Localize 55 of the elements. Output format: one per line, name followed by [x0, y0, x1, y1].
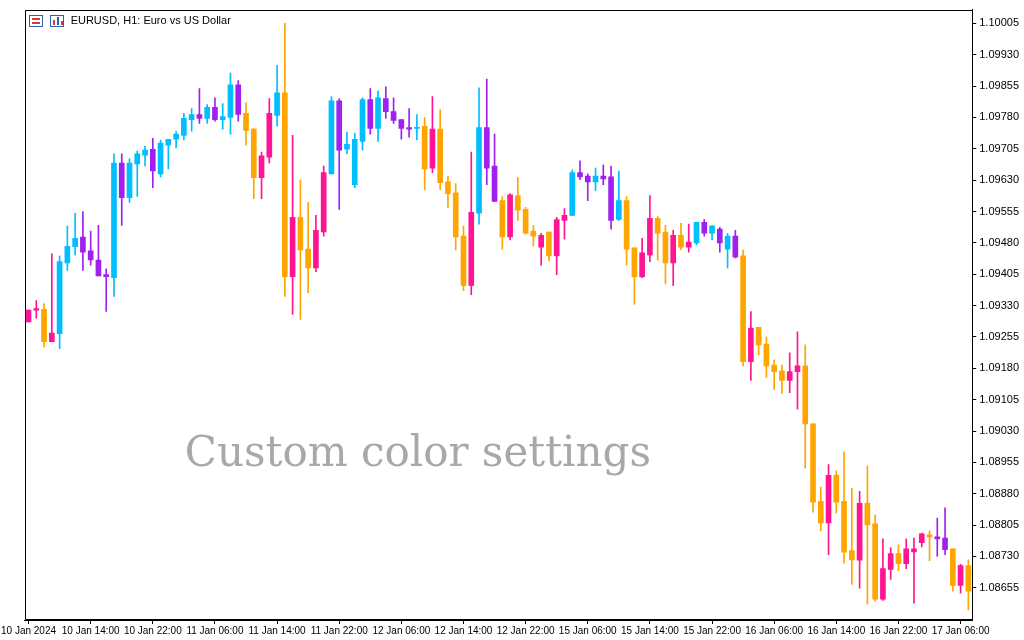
x-tick-label: 16 Jan 06:00: [745, 624, 804, 636]
candlestick: [219, 103, 226, 130]
y-tick-label: 1.10005: [979, 16, 1019, 29]
candlestick: [771, 359, 778, 390]
candlestick: [33, 300, 40, 319]
y-tick-label: 1.09630: [979, 173, 1019, 186]
x-tick-label: 11 Jan 14:00: [248, 624, 307, 636]
x-tick-label: 15 Jan 14:00: [620, 624, 680, 636]
x-tick-label: 10 Jan 14:00: [61, 624, 121, 636]
y-tick-label: 1.09330: [979, 298, 1019, 311]
y-tick-label: 1.09780: [979, 110, 1019, 123]
candlestick: [584, 173, 591, 201]
candlestick: [305, 202, 311, 293]
y-tick-label: 1.09105: [979, 392, 1019, 405]
y-tick-label: 1.09180: [979, 361, 1019, 374]
candlestick: [80, 211, 86, 271]
x-tick-label: 12 Jan 06:00: [372, 624, 431, 636]
y-tick-label: 1.09480: [979, 235, 1019, 248]
x-tick-label: 15 Jan 06:00: [558, 624, 618, 636]
y-tick-label: 1.09555: [979, 204, 1019, 217]
x-tick-label: 10 Jan 22:00: [123, 624, 183, 636]
candlestick: [600, 164, 607, 186]
y-tick-label: 1.09855: [979, 79, 1019, 92]
y-tick-label: 1.08655: [979, 580, 1019, 593]
y-tick-label: 1.09930: [979, 47, 1019, 60]
x-tick-label: 16 Jan 14:00: [807, 624, 866, 636]
candlestick: [406, 108, 412, 138]
chart-title: EURUSD, H1: Euro vs US Dollar: [70, 13, 232, 26]
annotation: Custom color settings: [184, 427, 651, 477]
candlestick: [72, 212, 78, 256]
x-tick-label: 12 Jan 22:00: [496, 624, 555, 636]
candlestick: [911, 537, 917, 604]
y-tick-label: 1.08880: [979, 486, 1019, 499]
x-tick-label: 17 Jan 06:00: [931, 624, 990, 636]
x-tick-label: 10 Jan 2024: [1, 624, 57, 636]
x-tick-label: 11 Jan 22:00: [310, 624, 369, 636]
y-tick-label: 1.08730: [979, 549, 1019, 562]
y-tick-label: 1.09030: [979, 424, 1019, 437]
y-tick-label: 1.09405: [979, 267, 1019, 280]
y-tick-label: 1.08805: [979, 518, 1019, 531]
candlestick: [934, 517, 941, 557]
x-tick-label: 12 Jan 14:00: [434, 624, 493, 636]
x-tick-label: 15 Jan 22:00: [683, 624, 742, 636]
x-tick-label: 16 Jan 22:00: [869, 624, 928, 636]
x-tick-label: 11 Jan 06:00: [186, 624, 244, 636]
candlestick: [849, 487, 855, 585]
y-tick-label: 1.09255: [979, 329, 1019, 342]
candlestick: [786, 352, 793, 393]
candlestick: [134, 150, 141, 197]
y-tick-label: 1.08955: [979, 455, 1019, 468]
candlestick: [685, 223, 692, 253]
candlestick: [103, 268, 110, 312]
candlestick: [49, 253, 55, 342]
candlestick: [414, 114, 420, 141]
y-tick-label: 1.09705: [979, 141, 1019, 154]
